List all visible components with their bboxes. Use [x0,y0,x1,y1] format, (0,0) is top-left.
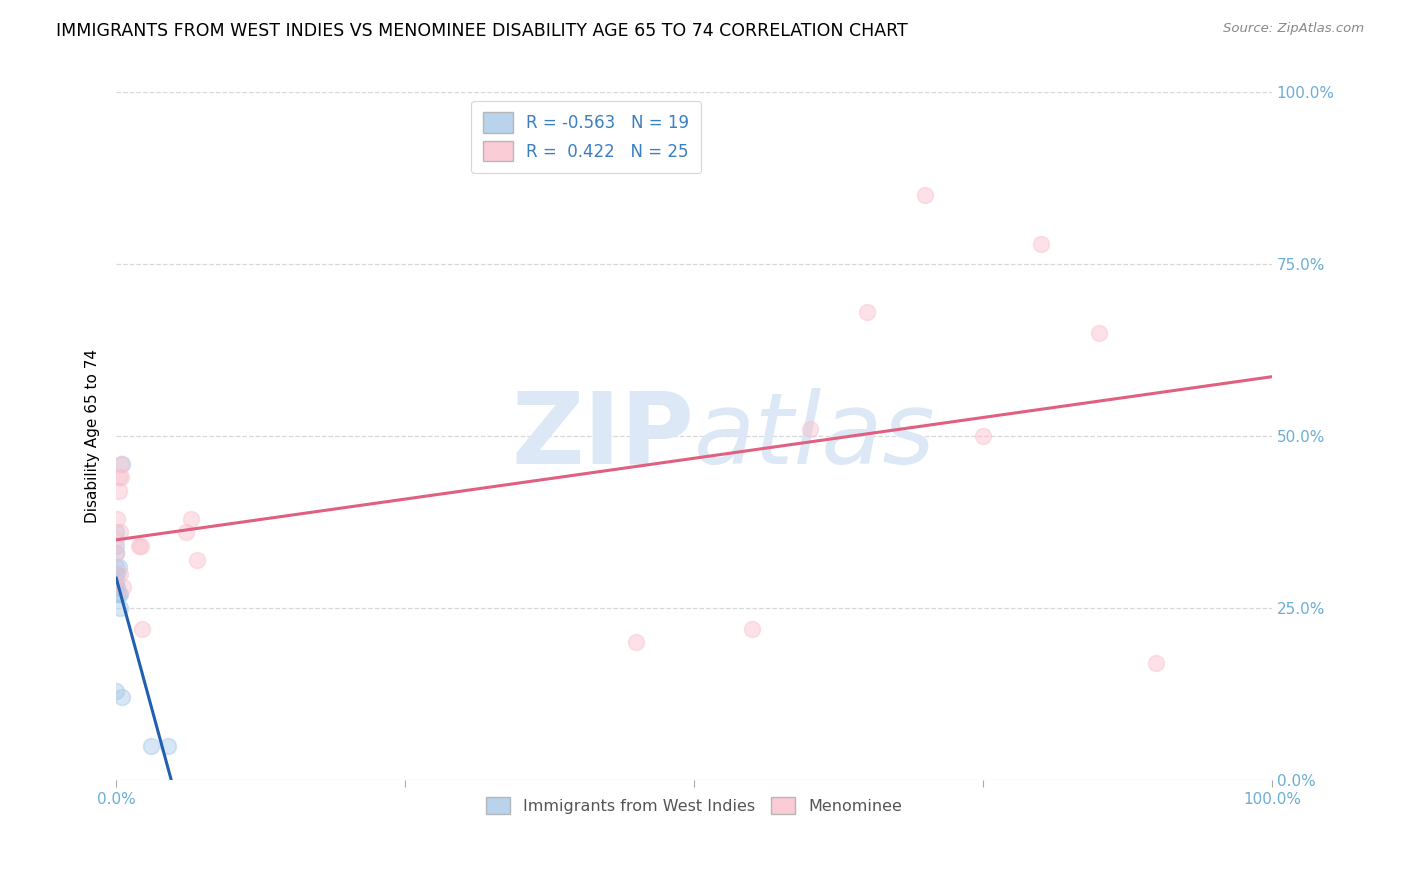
Point [107,511,129,525]
Point [105,546,128,560]
Point [112,581,135,595]
Point [108,587,131,601]
Point [856,305,879,319]
Point [174,525,197,540]
Point [972,429,994,443]
Point [108,525,131,540]
Text: Source: ZipAtlas.com: Source: ZipAtlas.com [1223,22,1364,36]
Point [107,484,129,499]
Point [108,566,131,581]
Point [105,546,128,560]
Point [157,739,180,753]
Point [1029,236,1052,251]
Point [107,581,129,595]
Point [1087,326,1109,340]
Point [105,566,128,581]
Point [111,457,134,471]
Point [110,457,132,471]
Point [105,581,128,595]
Point [741,622,763,636]
Point [105,525,128,540]
Point [129,539,152,553]
Point [107,566,129,581]
Point [914,188,936,202]
Text: IMMIGRANTS FROM WEST INDIES VS MENOMINEE DISABILITY AGE 65 TO 74 CORRELATION CHA: IMMIGRANTS FROM WEST INDIES VS MENOMINEE… [56,22,908,40]
Legend: Immigrants from West Indies, Menominee: Immigrants from West Indies, Menominee [477,788,911,823]
Point [107,470,129,484]
Y-axis label: Disability Age 65 to 74: Disability Age 65 to 74 [86,349,100,523]
Point [139,739,162,753]
Point [626,635,648,649]
Point [107,587,129,601]
Text: ZIP: ZIP [512,388,695,484]
Point [105,559,128,574]
Point [131,622,153,636]
Point [180,511,202,525]
Point [107,587,129,601]
Point [108,601,131,615]
Point [799,422,821,436]
Point [186,553,208,567]
Point [105,539,128,553]
Point [105,683,128,698]
Text: atlas: atlas [695,388,936,484]
Point [111,690,134,705]
Point [107,559,129,574]
Point [1144,656,1167,670]
Point [128,539,150,553]
Point [105,533,128,547]
Point [105,574,128,588]
Point [110,470,132,484]
